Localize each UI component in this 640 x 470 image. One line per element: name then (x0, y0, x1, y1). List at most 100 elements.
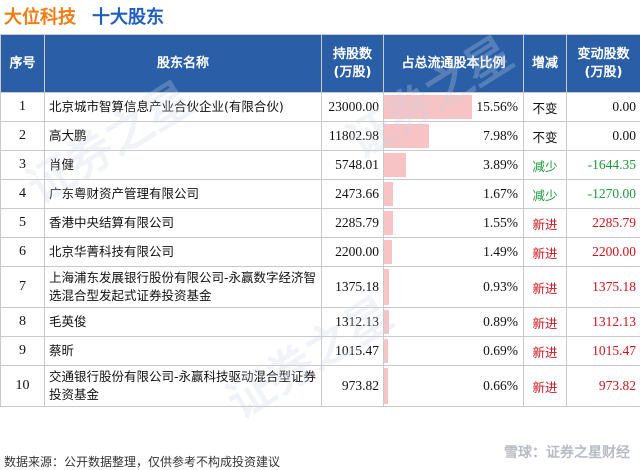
top-ten-holders-table: 序号 股东名称 持股数 (万股) 占总流通股本比例 增减 变动股数 (万股) 1… (0, 34, 640, 407)
company-title: 大位科技 (4, 7, 76, 28)
ratio-percent: 1.55% (483, 215, 518, 230)
ratio-cell: 3.89% (383, 150, 524, 180)
shares-cell: 11802.98 (321, 121, 384, 151)
ratio-percent: 15.56% (476, 99, 518, 114)
table-row: 10 交通银行股份有限公司-永赢科技驱动混合型证券投资基金 973.82 0.66% 新… (0, 365, 640, 407)
rank-cell: 4 (0, 179, 45, 209)
section-title: 十大股东 (92, 7, 164, 28)
holder-name-cell: 广东粤财资产管理有限公司 (44, 179, 322, 209)
ratio-percent: 0.66% (483, 378, 518, 393)
trend-cell: 新进 (523, 307, 567, 337)
shares-cell: 973.82 (321, 365, 384, 407)
ratio-bar (384, 182, 394, 206)
table-row: 5 香港中央结算有限公司 2285.79 1.55% 新进 2285.79 (0, 208, 640, 238)
ratio-bar (384, 339, 388, 363)
ratio-bar (384, 310, 390, 334)
title-bar: 大位科技 十大股东 (0, 0, 640, 34)
shares-cell: 1375.18 (321, 266, 384, 308)
ratio-percent: 3.89% (483, 157, 518, 172)
change-cell: -1644.35 (566, 150, 640, 180)
ratio-cell: 15.56% (383, 92, 524, 122)
ratio-bar (384, 124, 430, 148)
holder-name-cell: 香港中央结算有限公司 (44, 208, 322, 238)
data-source-note: 数据来源：公开数据整理，仅供参考不构成投资建议 (4, 455, 281, 469)
ratio-cell: 0.89% (383, 307, 524, 337)
rank-cell: 8 (0, 307, 45, 337)
trend-cell: 减少 (523, 150, 567, 180)
holder-name-cell: 高大鹏 (44, 121, 322, 151)
change-cell: 1015.47 (566, 336, 640, 366)
holder-name-cell: 北京华菁科技有限公司 (44, 237, 322, 267)
shares-cell: 2473.66 (321, 179, 384, 209)
rank-cell: 2 (0, 121, 45, 151)
rank-cell: 6 (0, 237, 45, 267)
shares-cell: 1312.13 (321, 307, 384, 337)
holder-name-cell: 北京城市智算信息产业合伙企业(有限合伙) (44, 92, 322, 122)
table-header-row: 序号 股东名称 持股数 (万股) 占总流通股本比例 增减 变动股数 (万股) (0, 34, 640, 93)
ratio-percent: 7.98% (483, 128, 518, 143)
ratio-cell: 0.93% (383, 266, 524, 308)
shares-cell: 1015.47 (321, 336, 384, 366)
ratio-cell: 1.67% (383, 179, 524, 209)
change-cell: 2200.00 (566, 237, 640, 267)
table-row: 4 广东粤财资产管理有限公司 2473.66 1.67% 减少 -1270.00 (0, 179, 640, 209)
col-header-name: 股东名称 (44, 34, 322, 93)
col-header-trend: 增减 (523, 34, 567, 93)
trend-cell: 新进 (523, 336, 567, 366)
change-cell: 0.00 (566, 92, 640, 122)
col-header-rank: 序号 (0, 34, 45, 93)
ratio-percent: 1.67% (483, 186, 518, 201)
col-header-shares: 持股数 (万股) (321, 34, 384, 93)
change-cell: 973.82 (566, 365, 640, 407)
ratio-bar (384, 269, 390, 305)
rank-cell: 7 (0, 266, 45, 308)
ratio-bar (384, 95, 472, 119)
ratio-bar (384, 153, 406, 177)
ratio-percent: 1.49% (483, 244, 518, 259)
table-row: 6 北京华菁科技有限公司 2200.00 1.49% 新进 2200.00 (0, 237, 640, 267)
col-header-change: 变动股数 (万股) (566, 34, 640, 93)
shares-cell: 23000.00 (321, 92, 384, 122)
ratio-cell: 1.49% (383, 237, 524, 267)
holder-name-cell: 毛英俊 (44, 307, 322, 337)
rank-cell: 9 (0, 336, 45, 366)
rank-cell: 3 (0, 150, 45, 180)
trend-cell: 新进 (523, 208, 567, 238)
ratio-percent: 0.69% (483, 343, 518, 358)
change-cell: 0.00 (566, 121, 640, 151)
holder-name-cell: 交通银行股份有限公司-永赢科技驱动混合型证券投资基金 (44, 365, 322, 407)
table-row: 2 高大鹏 11802.98 7.98% 不变 0.00 (0, 121, 640, 151)
ratio-bar (384, 211, 393, 235)
ratio-cell: 0.69% (383, 336, 524, 366)
holder-name-cell: 蔡昕 (44, 336, 322, 366)
table-row: 1 北京城市智算信息产业合伙企业(有限合伙) 23000.00 15.56% 不变 0.0… (0, 92, 640, 122)
shares-cell: 2200.00 (321, 237, 384, 267)
rank-cell: 5 (0, 208, 45, 238)
ratio-bar (384, 368, 388, 404)
change-cell: 1375.18 (566, 266, 640, 308)
ratio-cell: 1.55% (383, 208, 524, 238)
trend-cell: 不变 (523, 121, 567, 151)
holder-name-cell: 肖健 (44, 150, 322, 180)
table-row: 9 蔡昕 1015.47 0.69% 新进 1015.47 (0, 336, 640, 366)
trend-cell: 减少 (523, 179, 567, 209)
brand-logo: 雪球：证券之星财经 (504, 445, 630, 461)
change-cell: 1312.13 (566, 307, 640, 337)
ratio-percent: 0.93% (483, 279, 518, 294)
trend-cell: 新进 (523, 237, 567, 267)
table-row: 8 毛英俊 1312.13 0.89% 新进 1312.13 (0, 307, 640, 337)
col-header-ratio: 占总流通股本比例 (383, 34, 524, 93)
table-row: 3 肖健 5748.01 3.89% 减少 -1644.35 (0, 150, 640, 180)
change-cell: -1270.00 (566, 179, 640, 209)
rank-cell: 1 (0, 92, 45, 122)
trend-cell: 不变 (523, 92, 567, 122)
trend-cell: 新进 (523, 365, 567, 407)
holder-name-cell: 上海浦东发展银行股份有限公司-永赢数字经济智选混合型发起式证券投资基金 (44, 266, 322, 308)
table-row: 7 上海浦东发展银行股份有限公司-永赢数字经济智选混合型发起式证券投资基金 1375… (0, 266, 640, 308)
shares-cell: 2285.79 (321, 208, 384, 238)
trend-cell: 新进 (523, 266, 567, 308)
ratio-bar (384, 240, 393, 264)
ratio-percent: 0.89% (483, 314, 518, 329)
shares-cell: 5748.01 (321, 150, 384, 180)
rank-cell: 10 (0, 365, 45, 407)
